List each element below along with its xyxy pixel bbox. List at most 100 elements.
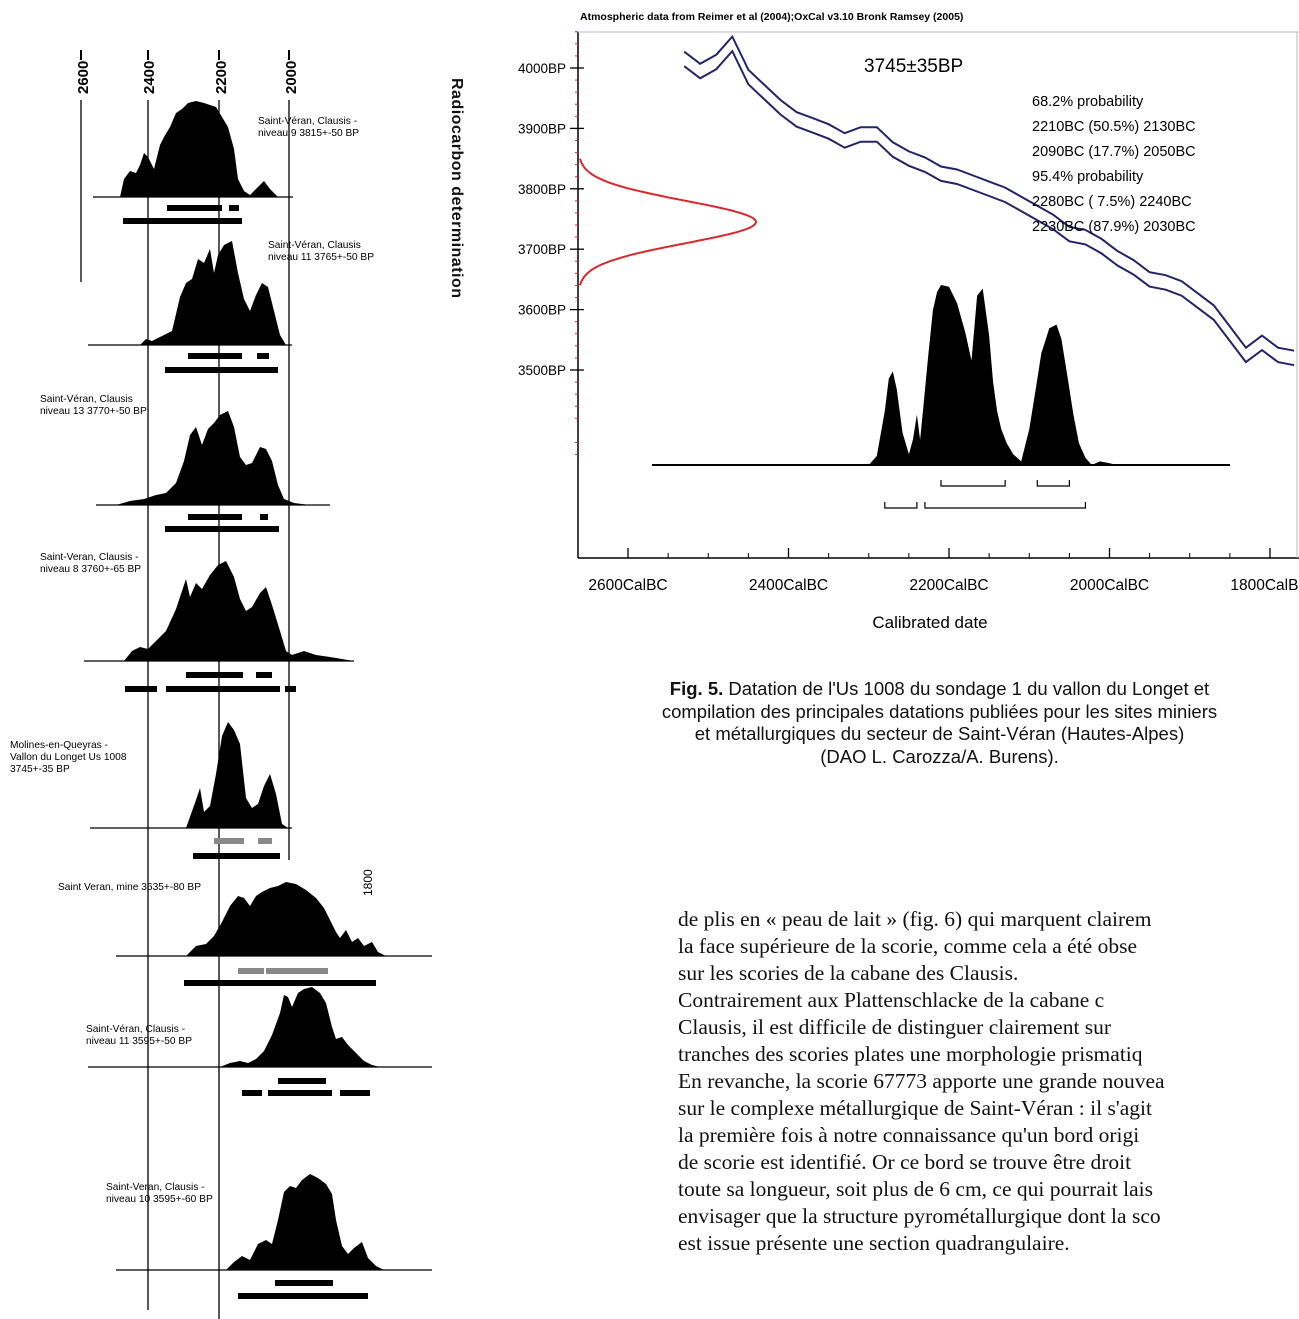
body-line: de plis en « peau de lait » (fig. 6) qui… <box>678 907 1152 931</box>
reference-lines <box>80 100 290 1319</box>
compilation-panel-8: Saint-Veran, Clausis -niveau 10 3595+-60… <box>106 1174 432 1299</box>
compilation-panel-4: Saint-Veran, Clausis -niveau 8 3760+-65 … <box>40 552 354 692</box>
panel-distribution <box>120 101 278 197</box>
body-line: la première fois à notre connaissance qu… <box>678 1123 1140 1147</box>
compilation-panel-1: Saint-Véran, Clausis -niveau 9 3815+-50 … <box>93 101 359 224</box>
range-bar-68 <box>256 672 272 678</box>
chart-header: Atmospheric data from Reimer et al (2004… <box>580 11 963 23</box>
compilation-panel-5: Molines-en-Queyras -Vallon du Longet Us … <box>10 722 292 859</box>
x-tick-label: 1800CalBC <box>1230 577 1299 594</box>
y-tick-label: 4000BP <box>518 61 566 76</box>
y-tick-label: 3600BP <box>518 303 566 318</box>
range-bar-95 <box>238 1293 368 1299</box>
probability-legend: 68.2% probability 2210BC (50.5%) 2130BC … <box>1032 94 1196 235</box>
range-bar-95 <box>166 686 280 692</box>
range-bar-68 <box>186 672 243 678</box>
panel-label-line: 3745+-35 BP <box>10 764 70 775</box>
calibration-curve-upper <box>683 34 1295 352</box>
range-95-bracket <box>924 502 1087 509</box>
caption-line-1: Fig. 5. Datation de l'Us 1008 du sondage… <box>582 678 1297 701</box>
body-line: tranches des scories plates une morpholo… <box>678 1042 1143 1066</box>
calibration-curve-lower <box>683 49 1295 367</box>
panel-label-line: Saint-Veran, Clausis - <box>40 552 139 563</box>
x-tick-label: 2600CalBC <box>588 577 667 594</box>
body-line: sur les scories de la cabane des Clausis… <box>678 961 1019 985</box>
axis-tick-2400: 2400 <box>141 61 158 94</box>
panel-label-line: Saint-Véran, Clausis <box>268 240 361 251</box>
caption-line-1-text: Datation de l'Us 1008 du sondage 1 du va… <box>728 678 1210 699</box>
range-bar-95 <box>125 686 157 692</box>
caption-line-4: (DAO L. Carozza/A. Burens). <box>820 745 1059 767</box>
body-paragraph: de plis en « peau de lait » (fig. 6) qui… <box>678 906 1299 1257</box>
range-bar-95 <box>193 853 280 859</box>
y-tick-label: 3700BP <box>518 242 566 257</box>
probability-line-2: 2210BC (50.5%) 2130BC <box>1032 119 1196 135</box>
calibration-chart: Atmospheric data from Reimer et al (2004… <box>518 11 1299 632</box>
axis-tick-2200: 2200 <box>213 61 230 94</box>
caption-label: Fig. 5. <box>669 678 724 699</box>
range-bar-68 <box>275 1280 333 1286</box>
range-bar-68 <box>257 353 269 359</box>
axis-tick-2000: 2000 <box>283 61 300 94</box>
y-tick-label: 3800BP <box>518 182 566 197</box>
compilation-axis: 2600 2400 2200 2000 <box>75 50 300 94</box>
body-line: la face supérieure de la scorie, comme c… <box>678 934 1138 958</box>
sample-date: 3745±35BP <box>864 56 963 77</box>
y-tick-label: 3900BP <box>518 121 566 136</box>
figure-caption: Fig. 5. Datation de l'Us 1008 du sondage… <box>582 678 1297 768</box>
range-bar-95 <box>340 1090 370 1096</box>
panel-label-line: Vallon du Longet Us 1008 <box>10 752 127 763</box>
panel-label-line: niveau 10 3595+-60 BP <box>106 1194 213 1205</box>
panel-label-line: niveau 11 3765+-50 BP <box>268 252 374 263</box>
panel-distribution <box>186 882 386 956</box>
body-line: est issue présente une section quadrangu… <box>678 1231 1070 1255</box>
range-95-bracket <box>884 502 918 509</box>
panel-distribution <box>124 561 354 661</box>
body-line: En revanche, la scorie 67773 apporte une… <box>678 1069 1165 1093</box>
panel-label-line: Saint Veran, mine 3635+-80 BP <box>58 882 201 893</box>
panel-distribution <box>140 241 286 345</box>
x-axis-title: Calibrated date <box>872 613 987 632</box>
body-line: envisager que la structure pyrométallurg… <box>678 1204 1161 1228</box>
y-tick-label: 3500BP <box>518 363 566 378</box>
body-line: Clausis, il est difficile de distinguer … <box>678 1015 1112 1039</box>
panel-distribution <box>116 411 310 505</box>
probability-line-4: 95.4% probability <box>1032 169 1144 185</box>
range-bar-95 <box>184 980 376 986</box>
range-bar-95 <box>165 367 278 373</box>
body-line: toute sa longueur, soit plus de 6 cm, ce… <box>678 1177 1154 1201</box>
range-bar-68 <box>229 205 239 211</box>
range-bar-95 <box>242 1090 262 1096</box>
body-line: Contrairement aux Plattenschlacke de la … <box>678 988 1105 1012</box>
axis-tick-2600: 2600 <box>75 61 92 94</box>
probability-ranges <box>884 480 1087 509</box>
range-bar-68 <box>278 1078 326 1084</box>
range-bar-68 <box>188 514 242 520</box>
caption-line-2: compilation des principales datations pu… <box>661 700 1218 722</box>
radiocarbon-axis-label-text: Radiocarbon determination <box>448 78 465 299</box>
compilation-panel-6: Saint Veran, mine 3635+-80 BP <box>58 882 432 986</box>
range-bar-68 <box>266 968 328 974</box>
x-tick-label: 2400CalBC <box>749 577 828 594</box>
compilation-panel-7: Saint-Véran, Clausis -niveau 11 3595+-50… <box>86 987 432 1096</box>
probability-line-1: 68.2% probability <box>1032 94 1144 110</box>
range-bar-68 <box>238 968 264 974</box>
y-axis-ticks: 4000BP 3900BP 3800BP 3700BP 3600BP 3500BP <box>518 31 584 456</box>
x-tick-label: 2200CalBC <box>909 577 988 594</box>
x-tick-label: 2000CalBC <box>1070 577 1149 594</box>
panel-label-line: niveau 8 3760+-65 BP <box>40 564 141 575</box>
panel-label-line: Saint-Véran, Clausis <box>40 394 133 405</box>
calibrated-distribution <box>868 285 1142 465</box>
panel-label-line: niveau 9 3815+-50 BP <box>258 128 359 139</box>
range-bar-95 <box>165 526 279 532</box>
panel-label-line: Saint-Veran, Clausis - <box>106 1182 205 1193</box>
probability-line-5: 2280BC ( 7.5%) 2240BC <box>1032 194 1192 210</box>
compilation-figure: 2600 2400 2200 2000 Saint-Véran, Clausis… <box>10 50 432 1319</box>
x-axis-ticks: 2600CalBC 2400CalBC 2200CalBC 2000CalBC 1800… <box>588 548 1299 594</box>
panel-distribution <box>220 987 380 1067</box>
body-line: sur le complexe métallurgique de Saint-V… <box>678 1096 1152 1120</box>
radiocarbon-distribution <box>579 158 757 286</box>
panel-label-line: niveau 11 3595+-50 BP <box>86 1036 192 1047</box>
panel-label-line: Molines-en-Queyras - <box>10 740 108 751</box>
